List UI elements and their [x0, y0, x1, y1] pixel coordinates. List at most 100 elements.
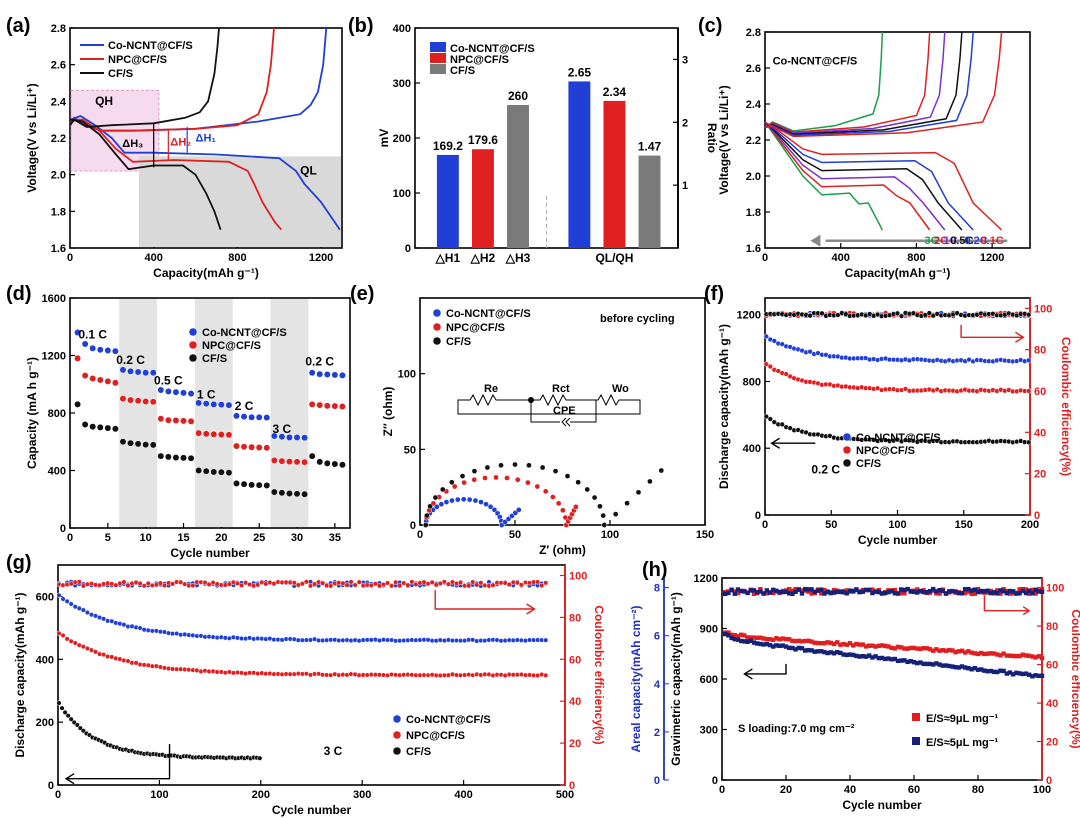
category-label: △H2	[470, 251, 496, 265]
capacity-point-1	[879, 655, 885, 661]
capacity-point-1	[844, 652, 849, 658]
ce-point-0	[764, 591, 769, 596]
eis-point-2	[600, 512, 607, 519]
y-axis-label: mV	[377, 129, 391, 148]
discharge-2C	[764, 121, 931, 231]
ce-point-1	[445, 581, 451, 587]
point-0	[195, 399, 203, 407]
ce-point-1	[879, 591, 885, 596]
ce-point-0	[899, 591, 904, 596]
eis-point-0	[466, 496, 473, 503]
x-tick-label: 500	[556, 789, 574, 801]
capacity-point-0	[854, 641, 859, 647]
eis-point-0	[433, 503, 440, 510]
eis-point-2	[423, 512, 430, 519]
capacity-point-0	[462, 638, 468, 644]
capacity-point-0	[972, 651, 977, 656]
capacity-point-1	[1020, 671, 1025, 677]
y-tick-label: 2.2	[51, 133, 66, 145]
x-tick-label: 200	[1021, 519, 1039, 531]
capacity-point-0	[969, 650, 974, 655]
capacity-point-1	[92, 649, 99, 655]
y-tick-label: 300	[700, 725, 718, 737]
ce-point-0	[963, 590, 968, 596]
ce-point-1	[924, 590, 929, 595]
ce-point-1	[943, 591, 949, 596]
capacity-point-1	[828, 650, 833, 655]
point-2	[111, 425, 119, 433]
ce-point-1	[535, 579, 541, 585]
capacity-point-0	[783, 636, 789, 642]
charge-0.5C	[764, 31, 963, 135]
ce-point-1	[1027, 588, 1032, 593]
point-0	[233, 412, 240, 420]
y-tick-label: 2.0	[51, 170, 66, 182]
ce-point-1	[137, 580, 143, 586]
y-axis-label: Z″ (ohm)	[381, 387, 395, 437]
capacity-point-1	[793, 647, 798, 652]
capacity-point-0	[735, 634, 741, 639]
circuit-label: CPE	[553, 405, 576, 417]
eis-tail-2	[658, 467, 665, 474]
rate-label: 3 C	[324, 744, 343, 758]
right-tick-label: 100	[1034, 303, 1052, 315]
ce-point-1	[226, 581, 232, 587]
ce-point-1	[780, 589, 785, 595]
right-tick-label: 60	[569, 654, 581, 666]
y-tick-label: 100	[393, 188, 411, 200]
y-tick-label: 2.6	[746, 63, 761, 75]
ce-point-2	[926, 310, 932, 316]
point-0	[96, 346, 104, 354]
bar-value-label: 169.2	[433, 139, 463, 153]
capacity-point-0	[963, 650, 968, 655]
x-tick-label: 400	[832, 252, 850, 264]
ce-point-1	[405, 582, 411, 588]
circuit-label: Rct	[552, 383, 570, 395]
areal-tick-label: 8	[654, 583, 660, 595]
x-axis-label: Z′ (ohm)	[539, 543, 586, 557]
capacity-point-0	[1001, 651, 1006, 656]
eis-point-1	[482, 475, 488, 481]
point-1	[270, 456, 278, 464]
capacity-point-1	[799, 646, 805, 651]
capacity-point-1	[774, 643, 779, 648]
ce-point-1	[783, 589, 789, 595]
panel-b: 0 100 200 300 400 mV (b) 1 2 3 Ratio 169.2 △H1 179.6 △…	[348, 15, 719, 265]
capacity-point-0	[763, 333, 769, 340]
ce-point-1	[911, 589, 917, 595]
capacity-point-1	[764, 641, 769, 647]
y-tick-label: 800	[48, 408, 66, 420]
ce-point-1	[831, 590, 837, 595]
ce-point-1	[847, 588, 853, 593]
charge-0.2C	[764, 31, 974, 137]
legend-1: NPC@CF/S	[856, 445, 915, 457]
capacity-point-1	[975, 667, 981, 672]
capacity-point-0	[787, 637, 792, 642]
capacity-point-0	[729, 632, 734, 638]
ce-point-1	[742, 589, 747, 594]
eis-point-1	[461, 479, 467, 486]
ce-point-1	[1011, 589, 1016, 594]
ce-point-0	[915, 587, 920, 592]
circuit	[457, 393, 641, 415]
capacity-point-1	[729, 635, 734, 641]
capacity-point-1	[723, 631, 728, 637]
areal-tick-label: 0	[654, 775, 660, 787]
ce-point-0	[1017, 587, 1022, 592]
point-2	[338, 461, 346, 469]
ce-point-1	[723, 591, 728, 597]
capacity-point-1	[761, 642, 766, 647]
point-0	[323, 371, 331, 378]
point-2	[157, 452, 165, 460]
capacity-point-0	[975, 651, 981, 657]
ce-point-1	[793, 589, 798, 594]
point-1	[127, 396, 134, 404]
capacity-point-2	[771, 419, 777, 425]
capacity-point-0	[389, 637, 395, 643]
capacity-point-1	[934, 661, 939, 666]
capacity-point-0	[940, 648, 945, 653]
point-2	[96, 423, 104, 431]
capacity-point-0	[934, 647, 939, 652]
y-tick-label: 50	[404, 444, 416, 456]
